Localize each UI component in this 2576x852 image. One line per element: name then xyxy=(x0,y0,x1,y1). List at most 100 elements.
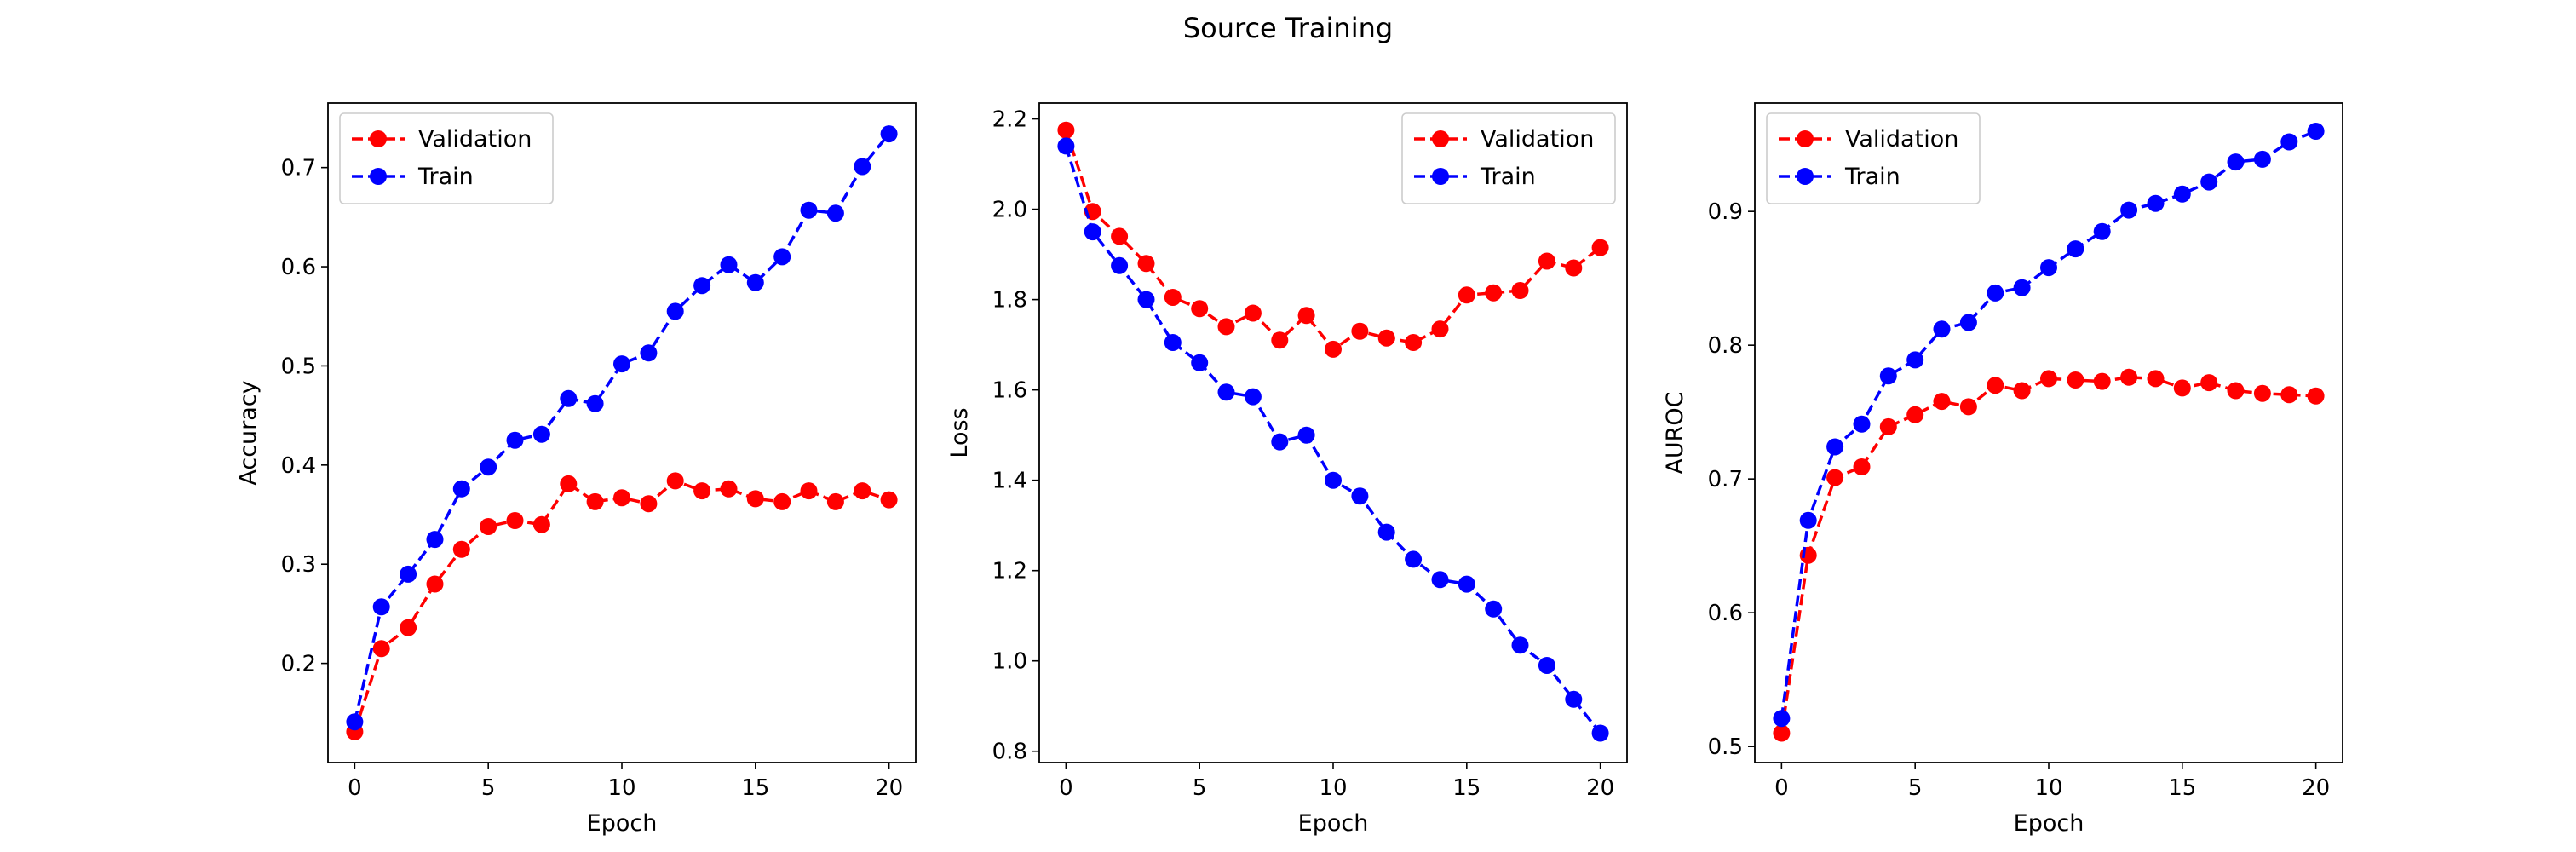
x-tick-label: 20 xyxy=(1586,775,1614,801)
data-point-train xyxy=(400,565,417,583)
data-point-validation xyxy=(666,472,684,490)
x-tick-label: 10 xyxy=(607,775,635,801)
data-point-train xyxy=(826,204,844,222)
series-line-validation xyxy=(1780,376,2316,734)
y-tick-label: 0.2 xyxy=(281,652,316,677)
data-point-train xyxy=(532,425,550,443)
data-point-train xyxy=(720,256,738,273)
y-tick-label: 0.3 xyxy=(281,552,316,578)
data-point-validation xyxy=(1431,320,1449,338)
data-point-validation xyxy=(1191,300,1209,318)
data-point-train xyxy=(2253,150,2271,168)
data-point-train xyxy=(1217,383,1235,401)
data-point-train xyxy=(480,458,497,476)
y-tick-label: 2.2 xyxy=(992,107,1027,133)
data-point-validation xyxy=(532,515,550,533)
data-point-validation xyxy=(854,482,871,500)
data-point-validation xyxy=(586,492,604,510)
data-point-validation xyxy=(2013,382,2031,400)
y-tick-label: 0.6 xyxy=(1708,601,1743,626)
legend-swatch-marker xyxy=(1797,168,1814,185)
data-point-validation xyxy=(2227,382,2245,400)
data-point-validation xyxy=(773,492,791,510)
data-point-validation xyxy=(560,475,578,492)
y-tick-label: 0.9 xyxy=(1708,199,1743,225)
panel-2: 0 5 10 15 20 0.8 1.0 1.2 1.4 1.6 1.8 2.0 2.2 Epoch Los… xyxy=(946,102,1628,837)
data-point-validation xyxy=(426,575,444,593)
data-point-validation xyxy=(1565,259,1583,277)
x-tick-label: 5 xyxy=(1193,775,1207,801)
y-tick-label: 0.4 xyxy=(281,453,316,479)
legend-label: Validation xyxy=(418,126,532,153)
data-point-train xyxy=(1933,320,1951,338)
figure-title: Source Training xyxy=(1182,12,1394,44)
data-point-train xyxy=(2227,153,2245,171)
y-axis-label: Accuracy xyxy=(235,380,262,485)
data-point-validation xyxy=(2200,374,2218,392)
data-point-validation xyxy=(2093,372,2111,390)
legend-label: Validation xyxy=(1845,126,1958,153)
x-tick-label: 15 xyxy=(1452,775,1481,801)
data-point-validation xyxy=(746,490,764,508)
data-point-train xyxy=(1405,550,1423,568)
data-point-validation xyxy=(1853,458,1871,475)
data-point-train xyxy=(2307,123,2325,140)
data-point-train xyxy=(2120,201,2138,219)
data-point-train xyxy=(346,713,364,731)
data-point-train xyxy=(1191,354,1209,371)
y-tick-label: 0.5 xyxy=(1708,734,1743,760)
data-point-validation xyxy=(826,492,844,510)
series-line-train xyxy=(353,132,890,722)
data-point-validation xyxy=(1405,334,1423,351)
x-tick-label: 10 xyxy=(2034,775,2062,801)
data-point-train xyxy=(773,248,791,266)
data-point-validation xyxy=(1271,331,1289,349)
legend-label: Train xyxy=(1844,164,1900,190)
x-tick-label: 15 xyxy=(2168,775,2196,801)
data-point-validation xyxy=(1351,322,1369,340)
data-point-validation xyxy=(480,518,497,535)
data-point-train xyxy=(2093,222,2111,240)
legend-swatch-marker xyxy=(370,130,387,147)
data-point-validation xyxy=(400,619,417,636)
data-point-train xyxy=(1987,284,2004,302)
data-point-validation xyxy=(2253,384,2271,402)
legend-label: Train xyxy=(1480,164,1536,190)
data-point-train xyxy=(1325,471,1342,489)
x-tick-label: 15 xyxy=(741,775,769,801)
data-point-validation xyxy=(1591,239,1609,256)
data-point-validation xyxy=(2280,386,2298,404)
data-point-validation xyxy=(720,480,738,498)
panel-1: 0 5 10 15 20 0.2 0.3 0.4 0.5 0.6 0.7 Epoch Accuracy V… xyxy=(235,102,917,837)
data-point-validation xyxy=(800,482,818,500)
panel-3: 0 5 10 15 20 0.5 0.6 0.7 0.8 0.9 Epoch AUROC Validat… xyxy=(1662,102,2343,837)
x-tick-label: 0 xyxy=(348,775,362,801)
data-point-train xyxy=(1297,426,1315,444)
data-point-validation xyxy=(1137,255,1155,273)
data-point-validation xyxy=(1933,393,1951,411)
y-tick-label: 1.8 xyxy=(992,288,1027,314)
data-point-validation xyxy=(1458,286,1475,304)
legend-label: Train xyxy=(417,164,474,190)
x-tick-label: 5 xyxy=(481,775,496,801)
data-point-train xyxy=(452,480,470,498)
data-point-validation xyxy=(1244,304,1262,322)
data-point-train xyxy=(1538,657,1555,674)
data-point-train xyxy=(2013,279,2031,296)
x-axis-label: Epoch xyxy=(2014,810,2084,837)
y-axis-label: Loss xyxy=(946,407,973,458)
legend: Validation Train xyxy=(1766,112,1981,204)
x-axis-label: Epoch xyxy=(1298,810,1369,837)
x-tick-label: 20 xyxy=(2302,775,2330,801)
data-point-train xyxy=(854,158,871,176)
data-point-validation xyxy=(1057,121,1075,139)
data-point-validation xyxy=(452,540,470,558)
data-point-train xyxy=(1879,367,1897,385)
data-point-train xyxy=(1853,415,1871,433)
data-point-train xyxy=(666,302,684,320)
data-point-train xyxy=(1773,710,1791,728)
y-tick-label: 0.6 xyxy=(281,255,316,280)
data-point-validation xyxy=(2120,368,2138,386)
y-tick-label: 1.6 xyxy=(992,378,1027,404)
x-tick-label: 0 xyxy=(1774,775,1789,801)
